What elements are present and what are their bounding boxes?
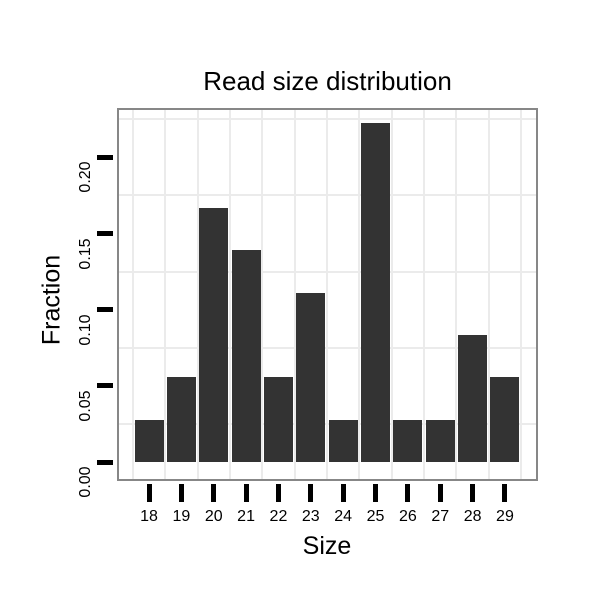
y-axis-tick bbox=[97, 231, 113, 236]
x-axis-tick-label: 26 bbox=[398, 508, 417, 525]
minor-gridline-vertical bbox=[390, 110, 393, 479]
bar-size-18 bbox=[134, 419, 164, 463]
x-axis-tick bbox=[470, 484, 476, 502]
x-axis-tick bbox=[146, 484, 152, 502]
bar-size-20 bbox=[199, 208, 229, 463]
minor-gridline-vertical bbox=[487, 110, 490, 479]
minor-gridline-vertical bbox=[455, 110, 458, 479]
x-axis-tick bbox=[405, 484, 411, 502]
y-axis-tick-label: 0.15 bbox=[77, 237, 94, 270]
x-axis-tick-label: 27 bbox=[431, 508, 450, 525]
y-axis-label: Fraction bbox=[37, 254, 66, 346]
minor-gridline-vertical bbox=[423, 110, 426, 479]
y-axis-tick bbox=[97, 154, 113, 160]
bar-size-29 bbox=[490, 377, 520, 463]
y-axis-tick-label: 0.00 bbox=[77, 466, 94, 498]
bar-size-19 bbox=[166, 377, 196, 463]
x-axis-tick-label: 19 bbox=[172, 508, 191, 525]
minor-gridline-vertical bbox=[131, 110, 134, 479]
x-axis-tick-label: 22 bbox=[269, 508, 288, 525]
x-axis-tick bbox=[340, 484, 346, 502]
x-axis-tick bbox=[373, 484, 379, 502]
x-axis-tick bbox=[275, 484, 281, 502]
plot-panel bbox=[117, 108, 538, 481]
bar-size-24 bbox=[328, 419, 358, 463]
x-axis-tick-label: 20 bbox=[204, 508, 223, 525]
bar-size-25 bbox=[361, 123, 391, 463]
y-axis-tick bbox=[97, 307, 113, 313]
x-axis-tick bbox=[178, 484, 184, 502]
bar-size-21 bbox=[231, 250, 261, 463]
x-axis-tick-label: 28 bbox=[463, 508, 482, 525]
x-axis-tick-label: 25 bbox=[366, 508, 385, 525]
y-axis-tick bbox=[97, 459, 113, 465]
minor-gridline-vertical bbox=[228, 110, 231, 479]
bar-size-26 bbox=[393, 419, 423, 463]
x-axis-label: Size bbox=[302, 532, 352, 560]
x-axis-tick-label: 21 bbox=[237, 508, 255, 525]
bar-size-28 bbox=[458, 335, 488, 463]
x-axis-tick bbox=[243, 484, 249, 502]
y-axis-tick bbox=[97, 383, 113, 389]
x-axis-tick bbox=[211, 484, 217, 502]
x-axis-tick-label: 23 bbox=[301, 508, 320, 525]
bar-size-27 bbox=[425, 419, 455, 463]
minor-gridline-vertical bbox=[293, 110, 296, 479]
y-axis-tick-label: 0.20 bbox=[77, 161, 94, 193]
x-axis-tick bbox=[437, 484, 443, 502]
minor-gridline-vertical bbox=[164, 110, 167, 479]
x-axis-tick-label: 29 bbox=[496, 508, 514, 525]
x-axis-tick-label: 24 bbox=[334, 508, 353, 525]
bar-size-23 bbox=[296, 292, 326, 463]
minor-gridline-vertical bbox=[358, 110, 361, 479]
x-axis-tick bbox=[308, 484, 314, 502]
minor-gridline-vertical bbox=[520, 110, 523, 479]
bar-size-22 bbox=[263, 377, 293, 463]
minor-gridline-vertical bbox=[325, 110, 328, 479]
y-axis-tick-label: 0.05 bbox=[77, 390, 94, 422]
minor-gridline-vertical bbox=[196, 110, 199, 479]
y-axis-tick-label: 0.10 bbox=[77, 314, 94, 346]
x-axis-tick bbox=[502, 484, 508, 502]
chart-title: Read size distribution bbox=[203, 66, 452, 96]
x-axis-tick-label: 18 bbox=[140, 508, 158, 525]
minor-gridline-vertical bbox=[261, 110, 264, 479]
